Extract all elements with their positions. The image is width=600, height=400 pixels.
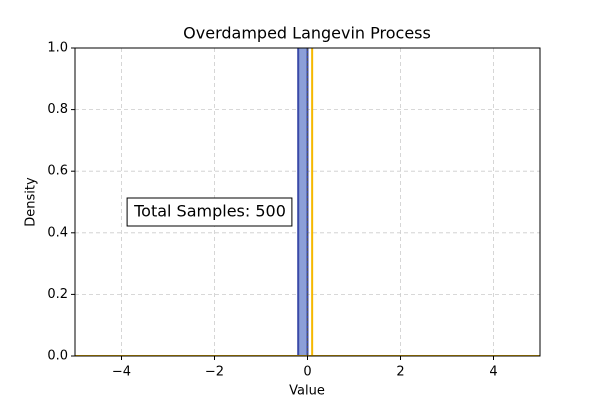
chart-title: Overdamped Langevin Process bbox=[183, 24, 431, 43]
y-axis-label: Density bbox=[24, 177, 39, 227]
x-tick-label: −2 bbox=[205, 365, 224, 380]
x-tick-label: −4 bbox=[112, 365, 131, 380]
y-tick-label: 0.8 bbox=[47, 102, 68, 117]
y-tick-label: 0.4 bbox=[47, 225, 68, 240]
x-tick-label: 4 bbox=[489, 365, 497, 380]
y-tick-label: 0.2 bbox=[47, 287, 68, 302]
annotation-box bbox=[126, 197, 293, 227]
y-tick-label: 0.6 bbox=[47, 164, 68, 179]
y-tick-label: 0.0 bbox=[47, 349, 68, 364]
annotation: Total Samples: 500 bbox=[126, 197, 293, 227]
histogram-bar bbox=[297, 48, 309, 356]
x-tick-label: 0 bbox=[303, 365, 311, 380]
plot-area bbox=[75, 48, 540, 356]
annotation-text: Total Samples: 500 bbox=[133, 202, 286, 221]
y-tick-label: 1.0 bbox=[47, 41, 68, 56]
x-tick-label: 2 bbox=[396, 365, 404, 380]
x-axis-label: Value bbox=[289, 384, 325, 399]
